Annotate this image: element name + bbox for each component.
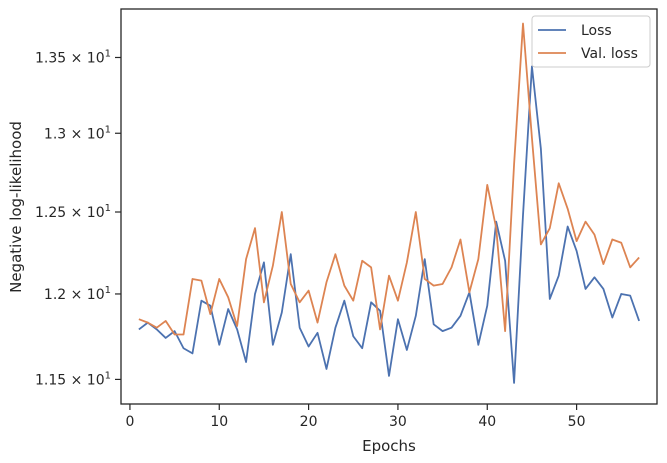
legend-label-val-loss: Val. loss: [581, 46, 638, 62]
y-tick-label: 1.15 × 101: [35, 370, 111, 388]
plot-frame: [120, 8, 658, 405]
plot-lines: [138, 22, 640, 384]
y-tick-label: 1.25 × 101: [35, 203, 111, 221]
y-axis-label: Negative log-likelihood: [7, 121, 25, 293]
x-tick-label: 40: [478, 414, 496, 430]
x-tick-label: 0: [125, 414, 134, 430]
y-tick-label: 1.3 × 101: [44, 124, 111, 142]
y-tick-label: 1.2 × 101: [44, 285, 111, 303]
x-axis-label: Epochs: [362, 437, 416, 455]
x-tick-label: 30: [389, 414, 407, 430]
legend: Loss Val. loss: [531, 15, 651, 68]
y-axis: 1.15 × 101 1.2 × 101 1.25 × 101 1.3 × 101 1.…: [35, 48, 121, 388]
series-line-val-loss: [138, 22, 640, 336]
x-tick-label: 50: [568, 414, 586, 430]
y-tick-label: 1.35 × 101: [35, 48, 111, 66]
series-line-loss: [138, 65, 640, 384]
x-tick-label: 10: [210, 414, 228, 430]
x-axis: 0 10 20 30 40 50: [125, 404, 586, 430]
legend-box: [531, 15, 651, 68]
legend-label-loss: Loss: [581, 23, 612, 39]
x-tick-label: 20: [300, 414, 318, 430]
